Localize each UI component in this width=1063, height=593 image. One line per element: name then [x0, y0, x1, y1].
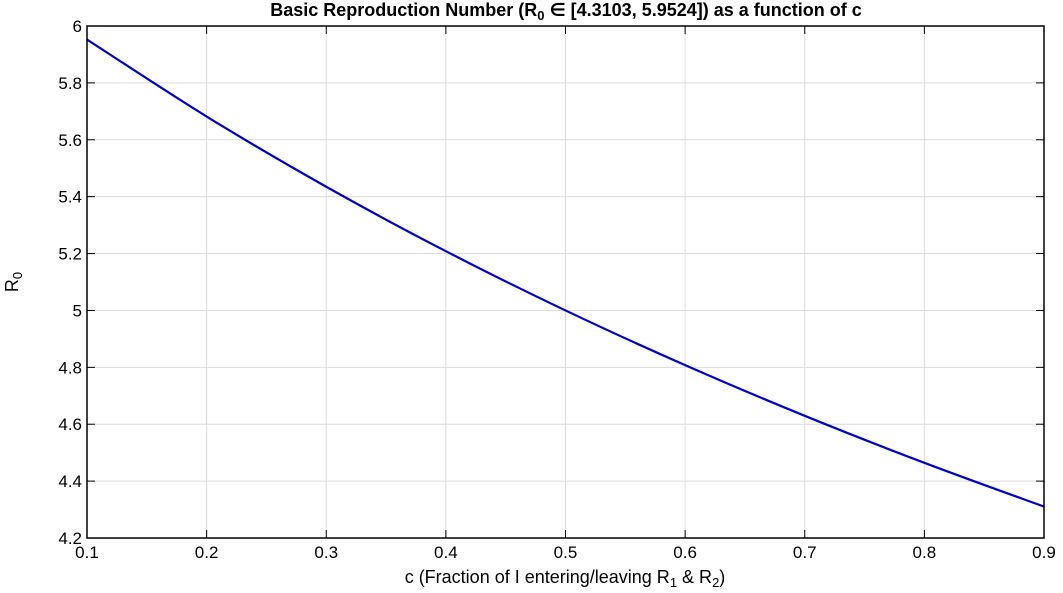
chart-title-subscript: 0 [537, 8, 544, 23]
x-tick-label: 0.5 [554, 543, 578, 562]
x-tick-label: 0.2 [195, 543, 219, 562]
y-tick-label: 5.2 [58, 245, 82, 264]
y-tick-label: 4.8 [58, 358, 82, 377]
y-tick-label: 5 [73, 301, 82, 320]
x-tick-label: 0.7 [793, 543, 817, 562]
x-tick-label: 0.4 [434, 543, 458, 562]
y-tick-label: 5.8 [58, 74, 82, 93]
x-axis-label: c (Fraction of I entering/leaving R1 & R… [405, 567, 726, 590]
chart-title-main: Basic Reproduction Number (R [270, 0, 537, 20]
series-layer [86, 38, 1045, 508]
x-tick-label: 0.9 [1032, 543, 1056, 562]
y-tick-label: 4.6 [58, 415, 82, 434]
x-tick-label: 0.6 [673, 543, 697, 562]
y-tick-label: 6 [73, 17, 82, 36]
y-tick-labels: 4.2 4.4 4.6 4.8 5 5.2 5.4 5.6 5.8 6 [58, 17, 82, 548]
y-tick-label: 5.6 [58, 131, 82, 150]
x-axis-label-main: c (Fraction of I entering/leaving R [405, 567, 670, 587]
x-axis-label-mid: & R [677, 567, 712, 587]
y-tick-label: 4.4 [58, 472, 82, 491]
x-tick-labels: 0.1 0.2 0.3 0.4 0.5 0.6 0.7 0.8 0.9 [75, 543, 1056, 562]
x-axis-label-sub2: 2 [712, 575, 719, 590]
y-tick-label: 4.2 [58, 529, 82, 548]
y-axis-label-main: R [2, 279, 22, 292]
x-axis-label-end: ) [719, 567, 725, 587]
x-tick-label: 0.3 [314, 543, 338, 562]
series-line [86, 38, 1045, 508]
chart-title: Basic Reproduction Number (R0 ∈ [4.3103,… [270, 0, 862, 23]
y-axis-label: R0 [2, 272, 25, 292]
ticks [86, 25, 1045, 539]
chart-title-rest: ∈ [4.3103, 5.9524]) as a function of c [545, 0, 862, 20]
x-axis-label-sub1: 1 [670, 575, 677, 590]
y-tick-label: 5.4 [58, 188, 82, 207]
x-tick-label: 0.1 [75, 543, 99, 562]
y-axis-label-sub: 0 [10, 272, 25, 279]
x-tick-label: 0.8 [913, 543, 937, 562]
